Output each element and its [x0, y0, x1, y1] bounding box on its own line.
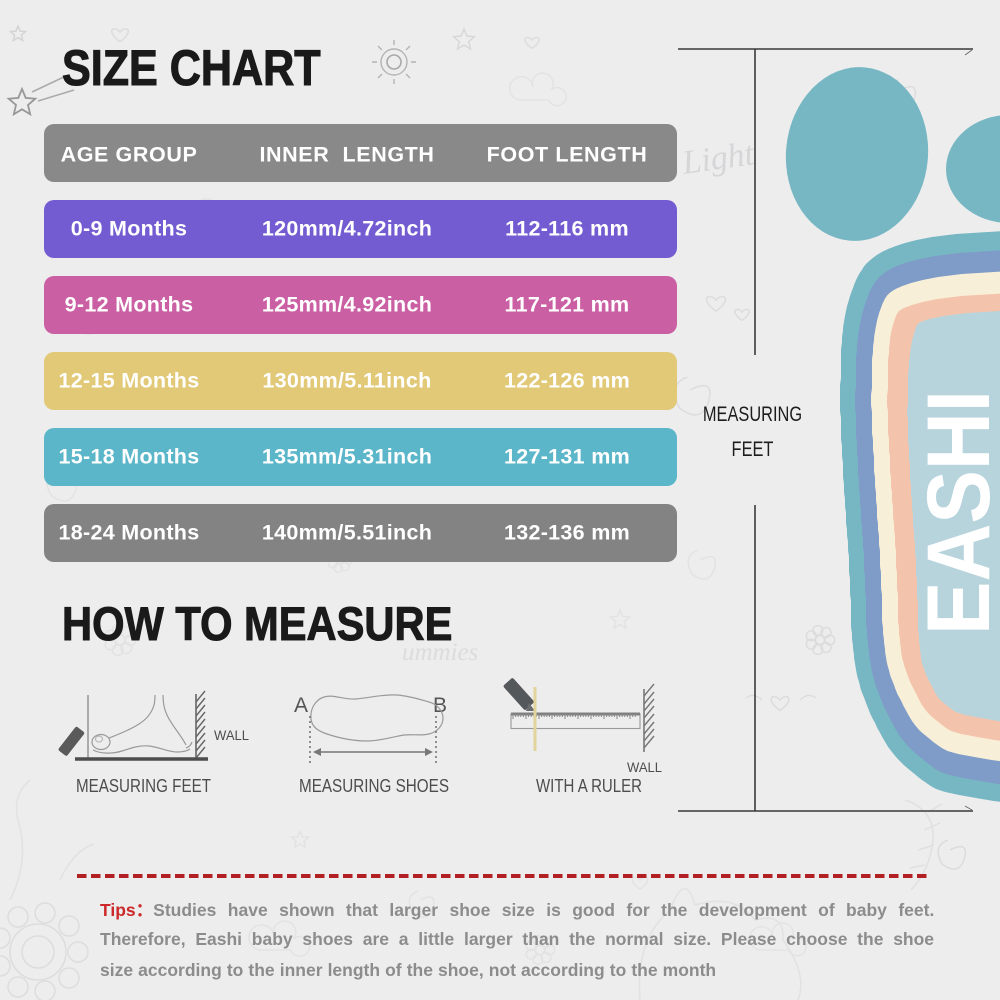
svg-text:B: B: [433, 694, 447, 717]
svg-text:EASHI: EASHI: [908, 390, 1000, 635]
svg-text:MEASURING FEET: MEASURING FEET: [76, 775, 211, 796]
svg-text:MEASURING SHOES: MEASURING SHOES: [299, 775, 449, 796]
svg-text:ummies: ummies: [402, 639, 478, 666]
svg-text:WALL: WALL: [627, 759, 662, 775]
svg-text:A: A: [294, 694, 308, 717]
svg-text:WALL: WALL: [214, 727, 249, 743]
svg-text:WITH A RULER: WITH A RULER: [536, 775, 642, 796]
